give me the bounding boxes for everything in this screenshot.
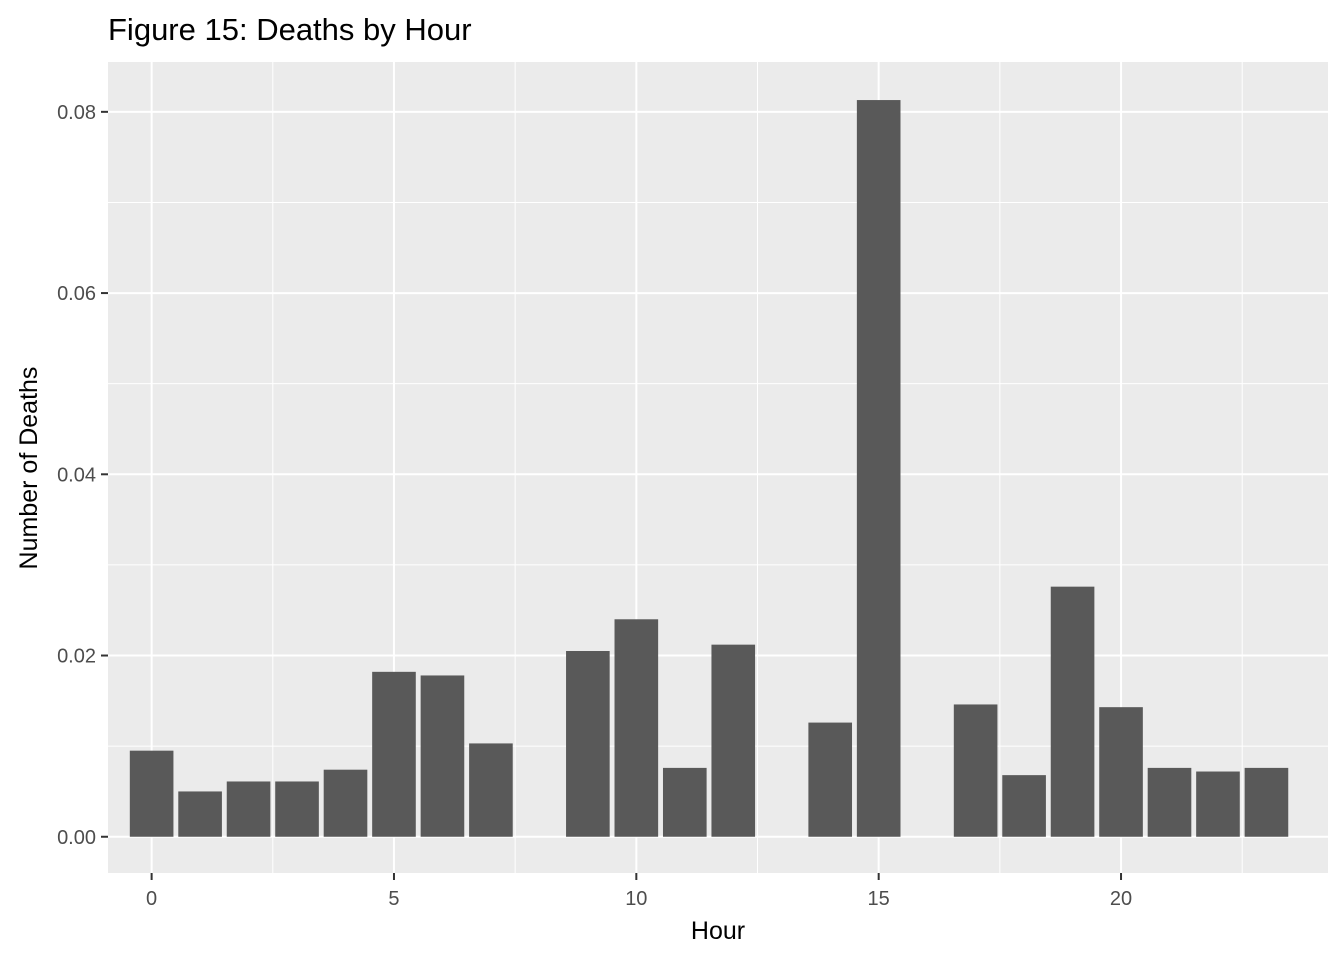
- bar: [469, 743, 513, 837]
- bar: [226, 781, 271, 837]
- y-tick-label: 0.02: [57, 646, 96, 668]
- bar: [1050, 586, 1095, 837]
- bar: [1196, 771, 1240, 837]
- x-tick-label: 5: [388, 888, 399, 910]
- bar: [662, 767, 707, 837]
- bar: [614, 619, 659, 837]
- bar: [178, 791, 222, 837]
- bars: [129, 100, 1289, 837]
- bar: [566, 650, 610, 837]
- y-axis: 0.00 0.02 0.04 0.06 0.08: [57, 102, 108, 849]
- bar: [856, 100, 901, 837]
- x-tick-label: 10: [625, 888, 647, 910]
- bar: [953, 704, 998, 837]
- y-tick-label: 0.04: [57, 464, 96, 486]
- x-tick-label: 0: [146, 888, 157, 910]
- bar: [323, 769, 368, 837]
- bar: [420, 675, 465, 837]
- bar: [1099, 707, 1143, 837]
- y-tick-label: 0.08: [57, 102, 96, 124]
- bar: [275, 781, 319, 837]
- bar: [1002, 775, 1046, 837]
- bar: [129, 750, 174, 837]
- chart-title: Figure 15: Deaths by Hour: [108, 12, 472, 47]
- x-axis: 0 5 10 15 20: [146, 873, 1132, 910]
- bar: [711, 644, 756, 837]
- x-tick-label: 20: [1110, 888, 1132, 910]
- bar: [372, 671, 416, 837]
- y-axis-title: Number of Deaths: [15, 367, 43, 570]
- bar: [1244, 767, 1289, 837]
- x-tick-label: 15: [868, 888, 890, 910]
- y-tick-label: 0.06: [57, 283, 96, 305]
- bar: [1147, 767, 1192, 837]
- x-axis-title: Hour: [691, 917, 745, 945]
- bar: [808, 722, 853, 837]
- y-tick-label: 0.00: [57, 827, 96, 849]
